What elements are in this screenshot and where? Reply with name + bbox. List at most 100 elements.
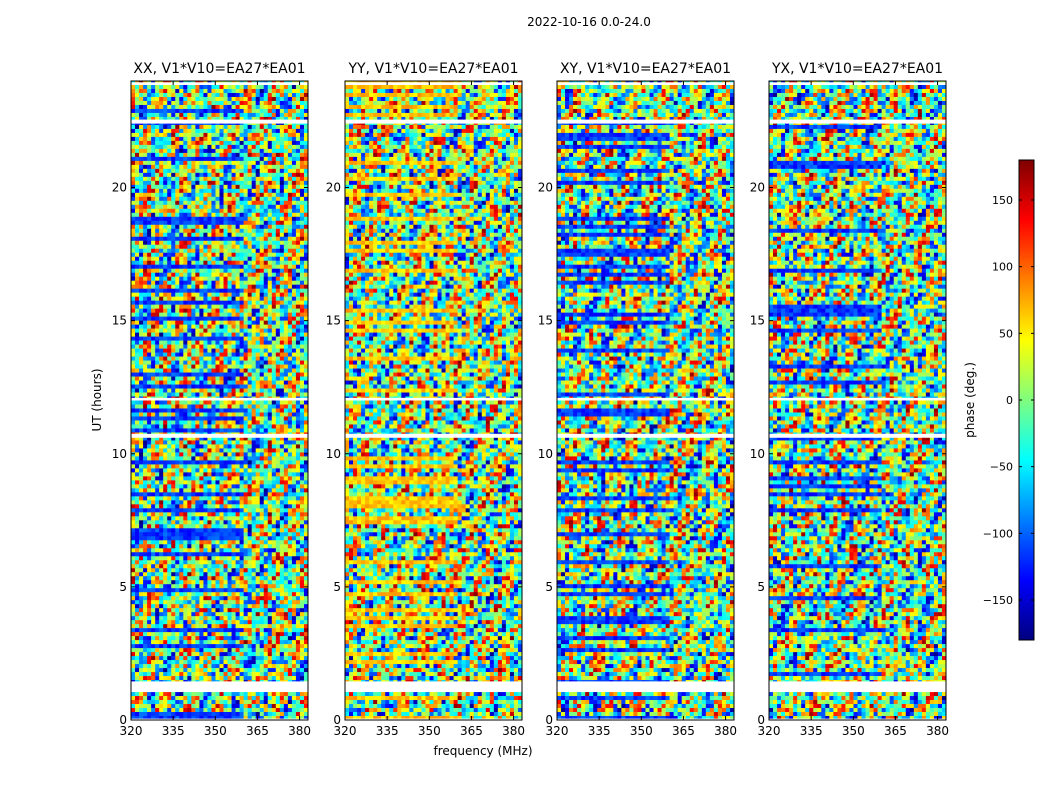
heatmap-cell [287,468,293,473]
heatmap-cell [195,136,200,142]
heatmap-cell [183,216,188,222]
heatmap-cell [231,336,236,341]
heatmap-cell [175,248,180,254]
heatmap-cell [207,460,212,465]
heatmap-cell [239,352,244,357]
heatmap-cell [243,404,248,409]
heatmap-cell [163,516,168,521]
heatmap-cell [259,212,265,218]
heatmap-cell [275,484,281,489]
heatmap-cell [163,380,168,385]
heatmap-cell [279,508,285,513]
heatmap-cell [267,392,273,397]
heatmap-cell [243,156,248,162]
heatmap-cell [195,296,200,301]
heatmap-cell [255,288,261,293]
heatmap-cell [275,488,281,493]
heatmap-cell [283,404,289,409]
heatmap-cell [151,100,156,106]
heatmap-cell [231,276,236,281]
heatmap-cell [259,340,265,345]
heatmap-cell [271,444,277,449]
heatmap-cell [203,480,208,485]
heatmap-cell [223,324,228,329]
heatmap-cell [147,524,152,529]
heatmap-cell [219,508,224,513]
heatmap-cell [295,256,301,262]
heatmap-cell [299,524,305,529]
heatmap-cell [267,308,273,313]
heatmap-cell [179,392,184,397]
heatmap-cell [187,196,192,202]
heatmap-cell [171,148,176,154]
heatmap-cell [259,268,265,273]
heatmap-cell [295,352,301,357]
heatmap-cell [303,376,309,381]
heatmap-cell [167,256,172,262]
heatmap-cell [155,96,160,102]
heatmap-cell [235,244,240,250]
heatmap-cell [287,404,293,409]
heatmap-cell [155,344,160,349]
heatmap-cell [247,220,252,226]
heatmap-cell [175,312,180,317]
heatmap-cell [147,428,152,433]
heatmap-cell [243,496,248,501]
heatmap-cell [247,308,252,313]
heatmap-cell [287,208,293,214]
heatmap-cell [195,244,200,250]
heatmap-cell [203,376,208,381]
heatmap-cell [235,132,240,138]
heatmap-cell [223,168,228,174]
heatmap-cell [295,400,301,405]
heatmap-cell [235,240,240,246]
heatmap-cell [151,456,156,461]
heatmap-cell [263,476,269,481]
heatmap-cell [299,444,305,449]
heatmap-cell [263,104,269,110]
heatmap-cell [287,184,293,190]
heatmap-cell [239,520,244,525]
heatmap-cell [235,88,240,94]
heatmap-cell [263,304,269,309]
heatmap-cell [159,324,164,329]
heatmap-cell [135,352,140,357]
heatmap-cell [135,288,140,293]
heatmap-cell [203,136,208,142]
heatmap-cell [219,460,224,465]
heatmap-cell [271,304,277,309]
heatmap-cell [139,380,144,385]
heatmap-cell [195,280,200,285]
heatmap-cell [251,252,256,258]
heatmap-cell [159,520,164,525]
heatmap-cell [231,148,236,154]
heatmap-cell [247,228,252,234]
heatmap-cell [231,204,236,210]
heatmap-cell [287,252,293,258]
heatmap-cell [283,292,289,297]
heatmap-cell [295,444,301,449]
heatmap-cell [283,476,289,481]
heatmap-cell [259,144,265,150]
heatmap-cell [303,280,309,285]
heatmap-cell [147,476,152,481]
heatmap-cell [231,136,236,142]
heatmap-cell [179,384,184,389]
heatmap-cell [195,184,200,190]
heatmap-cell [195,112,200,118]
heatmap-cell [171,260,176,266]
heatmap-cell [295,316,301,321]
heatmap-cell [183,376,188,381]
heatmap-cell [279,452,285,457]
heatmap-cell [211,332,216,337]
heatmap-cell [291,376,297,381]
heatmap-cell [147,360,152,365]
heatmap-cell [155,412,160,417]
heatmap-cell [199,532,204,537]
heatmap-cell [207,292,212,297]
heatmap-cell [271,112,277,118]
heatmap-cell [211,152,216,158]
heatmap-cell [287,308,293,313]
heatmap-cell [243,144,248,150]
heatmap-cell [255,372,261,377]
